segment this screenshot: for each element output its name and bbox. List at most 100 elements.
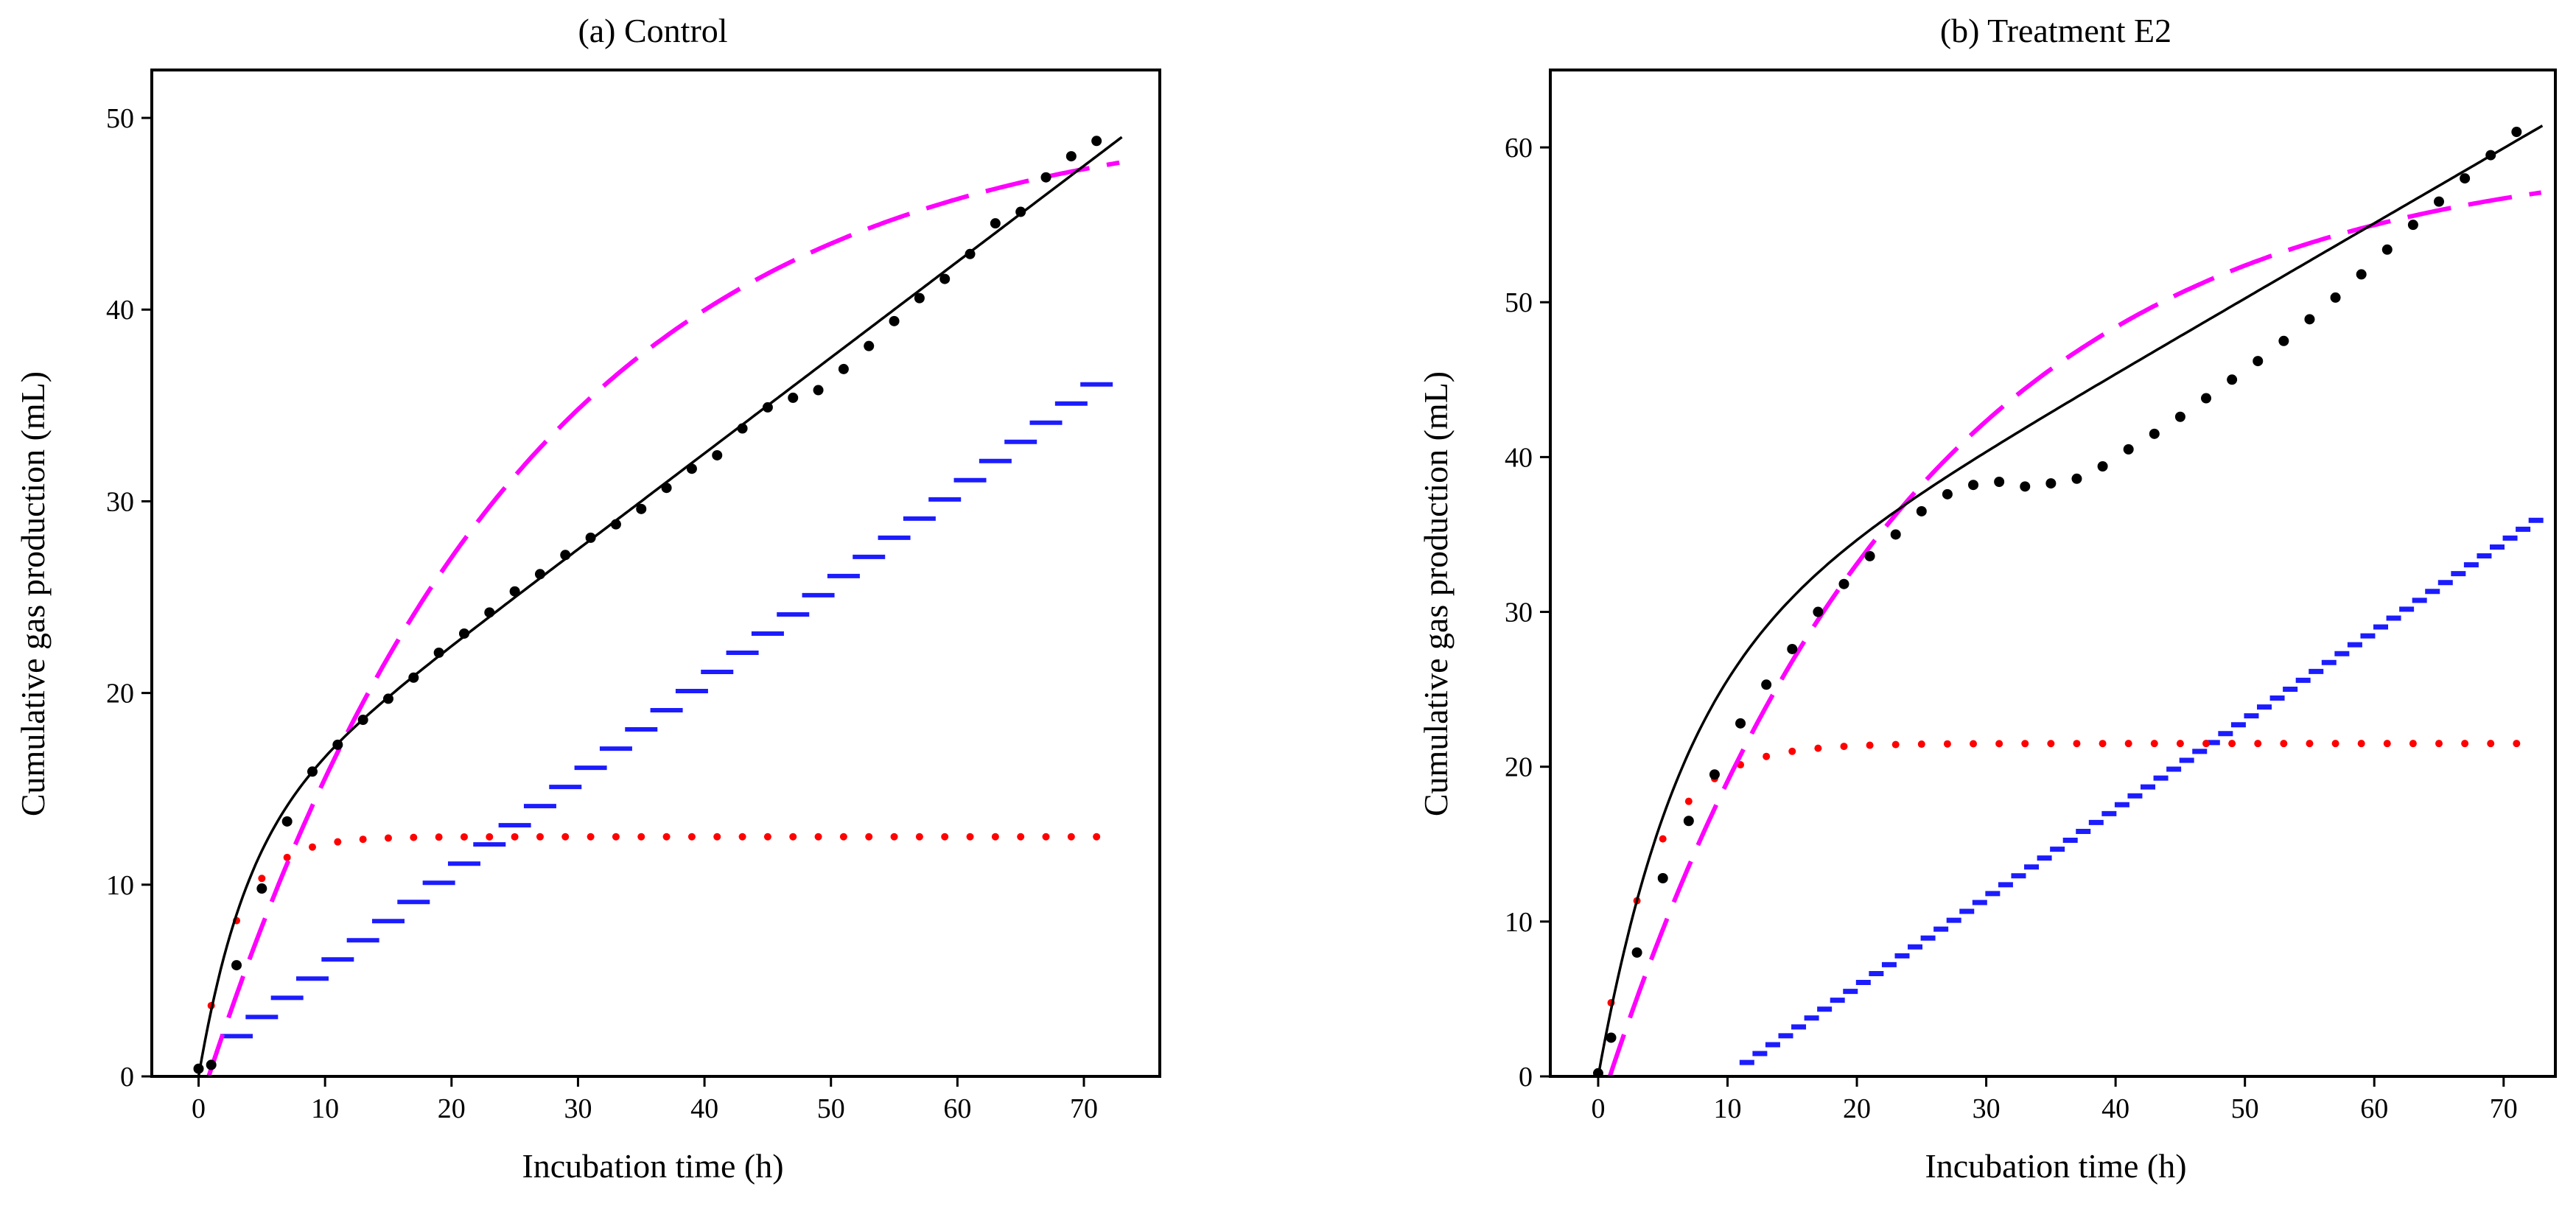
panel-b-first-pool-point — [2099, 740, 2107, 748]
panel-b-first-pool-point — [2150, 740, 2158, 748]
panel-b-observed-point — [1735, 718, 1746, 729]
panel-b-first-pool-point — [2331, 740, 2339, 748]
panel-a-observed-point — [281, 816, 293, 827]
panel-a-observed-point — [231, 960, 242, 971]
panel-b-observed-point — [1994, 477, 2005, 488]
panel-b-observed-point — [1787, 643, 1798, 654]
panel-a-observed-point — [433, 647, 444, 658]
panel-a-first-pool-point — [359, 835, 367, 844]
panel-b-treatment-e2: (b) Treatment E2 Cumulative gas producti… — [1417, 12, 2557, 1185]
panel-b-first-pool-point — [1684, 797, 1693, 805]
panel-a-observed-point — [636, 503, 647, 514]
panel-a-observed-point — [1015, 206, 1026, 217]
panel-a-observed-point — [408, 672, 419, 683]
panel-b-x-axis-label: Incubation time (h) — [1925, 1147, 2186, 1185]
panel-b-observed-point — [2356, 269, 2367, 280]
panel-a-x-tick-label-70: 70 — [1070, 1093, 1098, 1124]
panel-a-x-tick-label-0: 0 — [192, 1093, 206, 1124]
panel-a-first-pool-point — [991, 833, 999, 841]
panel-a-observed-point — [762, 402, 773, 413]
panel-b-first-pool-point — [1840, 743, 1848, 751]
panel-a-y-tick-label-30: 30 — [106, 486, 134, 517]
panel-a-x-tick-label-30: 30 — [564, 1093, 592, 1124]
panel-a-observed-point — [534, 569, 545, 580]
panel-a-first-pool-point — [713, 833, 721, 841]
panel-a-first-pool-point — [915, 833, 923, 841]
panel-b-y-tick-label-60: 60 — [1505, 133, 1533, 164]
panel-b-observed-point — [1709, 769, 1720, 780]
panel-b-first-pool-point — [2513, 740, 2521, 748]
panel-a-first-pool-point — [839, 833, 847, 841]
panel-a-first-pool-point — [283, 853, 291, 861]
panel-a-plot-area — [193, 136, 1123, 1076]
panel-b-observed-point — [2407, 220, 2418, 231]
panel-b-observed-point — [2097, 460, 2108, 472]
panel-a-y-tick-label-40: 40 — [106, 295, 134, 326]
panel-a-first-pool-point — [789, 833, 797, 841]
panel-b-y-tick-label-20: 20 — [1505, 752, 1533, 783]
panel-a-control: (a) Control Cumulative gas production (m… — [14, 12, 1161, 1185]
panel-b-x-tick-label-20: 20 — [1843, 1093, 1871, 1124]
panel-b-observed-point — [1683, 816, 1694, 827]
panel-b-observed-point — [1813, 606, 1824, 617]
panel-b-plot-area — [1592, 125, 2544, 1076]
panel-b-x-tick-label-40: 40 — [2101, 1093, 2129, 1124]
panel-a-first-pool-point — [587, 833, 595, 841]
panel-a-observed-point — [990, 218, 1001, 229]
panel-a-observed-point — [307, 766, 318, 777]
panel-b-first-pool-point — [2073, 740, 2081, 748]
panel-a-first-pool-point — [1093, 833, 1101, 841]
panel-b-first-pool-point — [1788, 747, 1796, 755]
panel-b-y-tick-label-40: 40 — [1505, 442, 1533, 473]
panel-a-first-pool-point — [662, 833, 671, 841]
panel-b-first-pool-point — [2228, 740, 2236, 748]
panel-a-observed-point — [382, 693, 393, 704]
panel-b-observed-point — [1890, 529, 1901, 540]
panel-b-first-pool-point — [1891, 740, 1900, 749]
panel-b-y-tick-label-10: 10 — [1505, 907, 1533, 938]
panel-a-observed-point — [686, 463, 697, 474]
panel-b-observed-point — [1657, 873, 1668, 884]
panel-a-observed-point — [914, 292, 925, 304]
panel-a-observed-point — [509, 586, 520, 597]
panel-a-y-tick-label-20: 20 — [106, 679, 134, 709]
panel-a-y-axis-label: Cumulative gas production (mL) — [14, 371, 52, 816]
panel-a-first-pool-point — [410, 833, 418, 841]
panel-b-y-axis-label: Cumulative gas production (mL) — [1417, 371, 1455, 816]
panel-a-observed-point — [939, 273, 951, 284]
panel-b-y-tick-label-0: 0 — [1519, 1062, 1533, 1093]
panel-b-observed-point — [1631, 947, 1642, 958]
panel-a-axis-ticks: 0 10 20 30 40 50 60 70 0 10 20 30 40 50 — [106, 103, 1098, 1124]
panel-b-first-pool-point — [1814, 744, 1822, 752]
panel-b-x-tick-label-10: 10 — [1713, 1093, 1741, 1124]
panel-b-observed-point — [1761, 679, 1772, 690]
panel-b-first-pool-point — [1970, 740, 1978, 748]
panel-b-title: (b) Treatment E2 — [1940, 12, 2171, 49]
panel-a-observed-point — [193, 1063, 204, 1074]
panel-a-total-fit-line — [197, 136, 1123, 1076]
panel-a-first-pool-point — [687, 833, 696, 841]
panel-a-observed-point — [560, 550, 571, 561]
panel-a-observed-point — [357, 715, 368, 726]
panel-a-observed-point — [661, 483, 672, 494]
panel-b-observed-point — [2460, 173, 2471, 184]
panel-b-observed-point — [2381, 244, 2393, 255]
panel-a-first-pool-point — [258, 875, 266, 883]
panel-a-first-pool-point — [865, 833, 873, 841]
panel-a-first-pool-point — [1017, 833, 1025, 841]
panel-b-first-pool-point — [2124, 740, 2132, 748]
panel-a-observed-point — [1091, 136, 1102, 147]
panel-a-first-pool-point — [612, 833, 620, 841]
panel-a-first-pool-point — [460, 833, 468, 841]
panel-b-y-tick-label-30: 30 — [1505, 598, 1533, 628]
panel-b-axis-ticks: 0 10 20 30 40 50 60 70 0 10 20 30 40 50 60 — [1505, 133, 2518, 1124]
panel-b-observed-point — [2304, 314, 2315, 325]
panel-b-observed-point — [2330, 292, 2341, 303]
panel-b-first-pool-point — [2021, 740, 2029, 748]
panel-b-first-pool-point — [1763, 752, 1771, 760]
panel-a-observed-point — [585, 532, 596, 543]
panel-b-observed-point — [1864, 550, 1875, 561]
panel-b-first-pool-point — [2202, 740, 2211, 748]
panel-b-first-pool-point — [2176, 740, 2184, 748]
